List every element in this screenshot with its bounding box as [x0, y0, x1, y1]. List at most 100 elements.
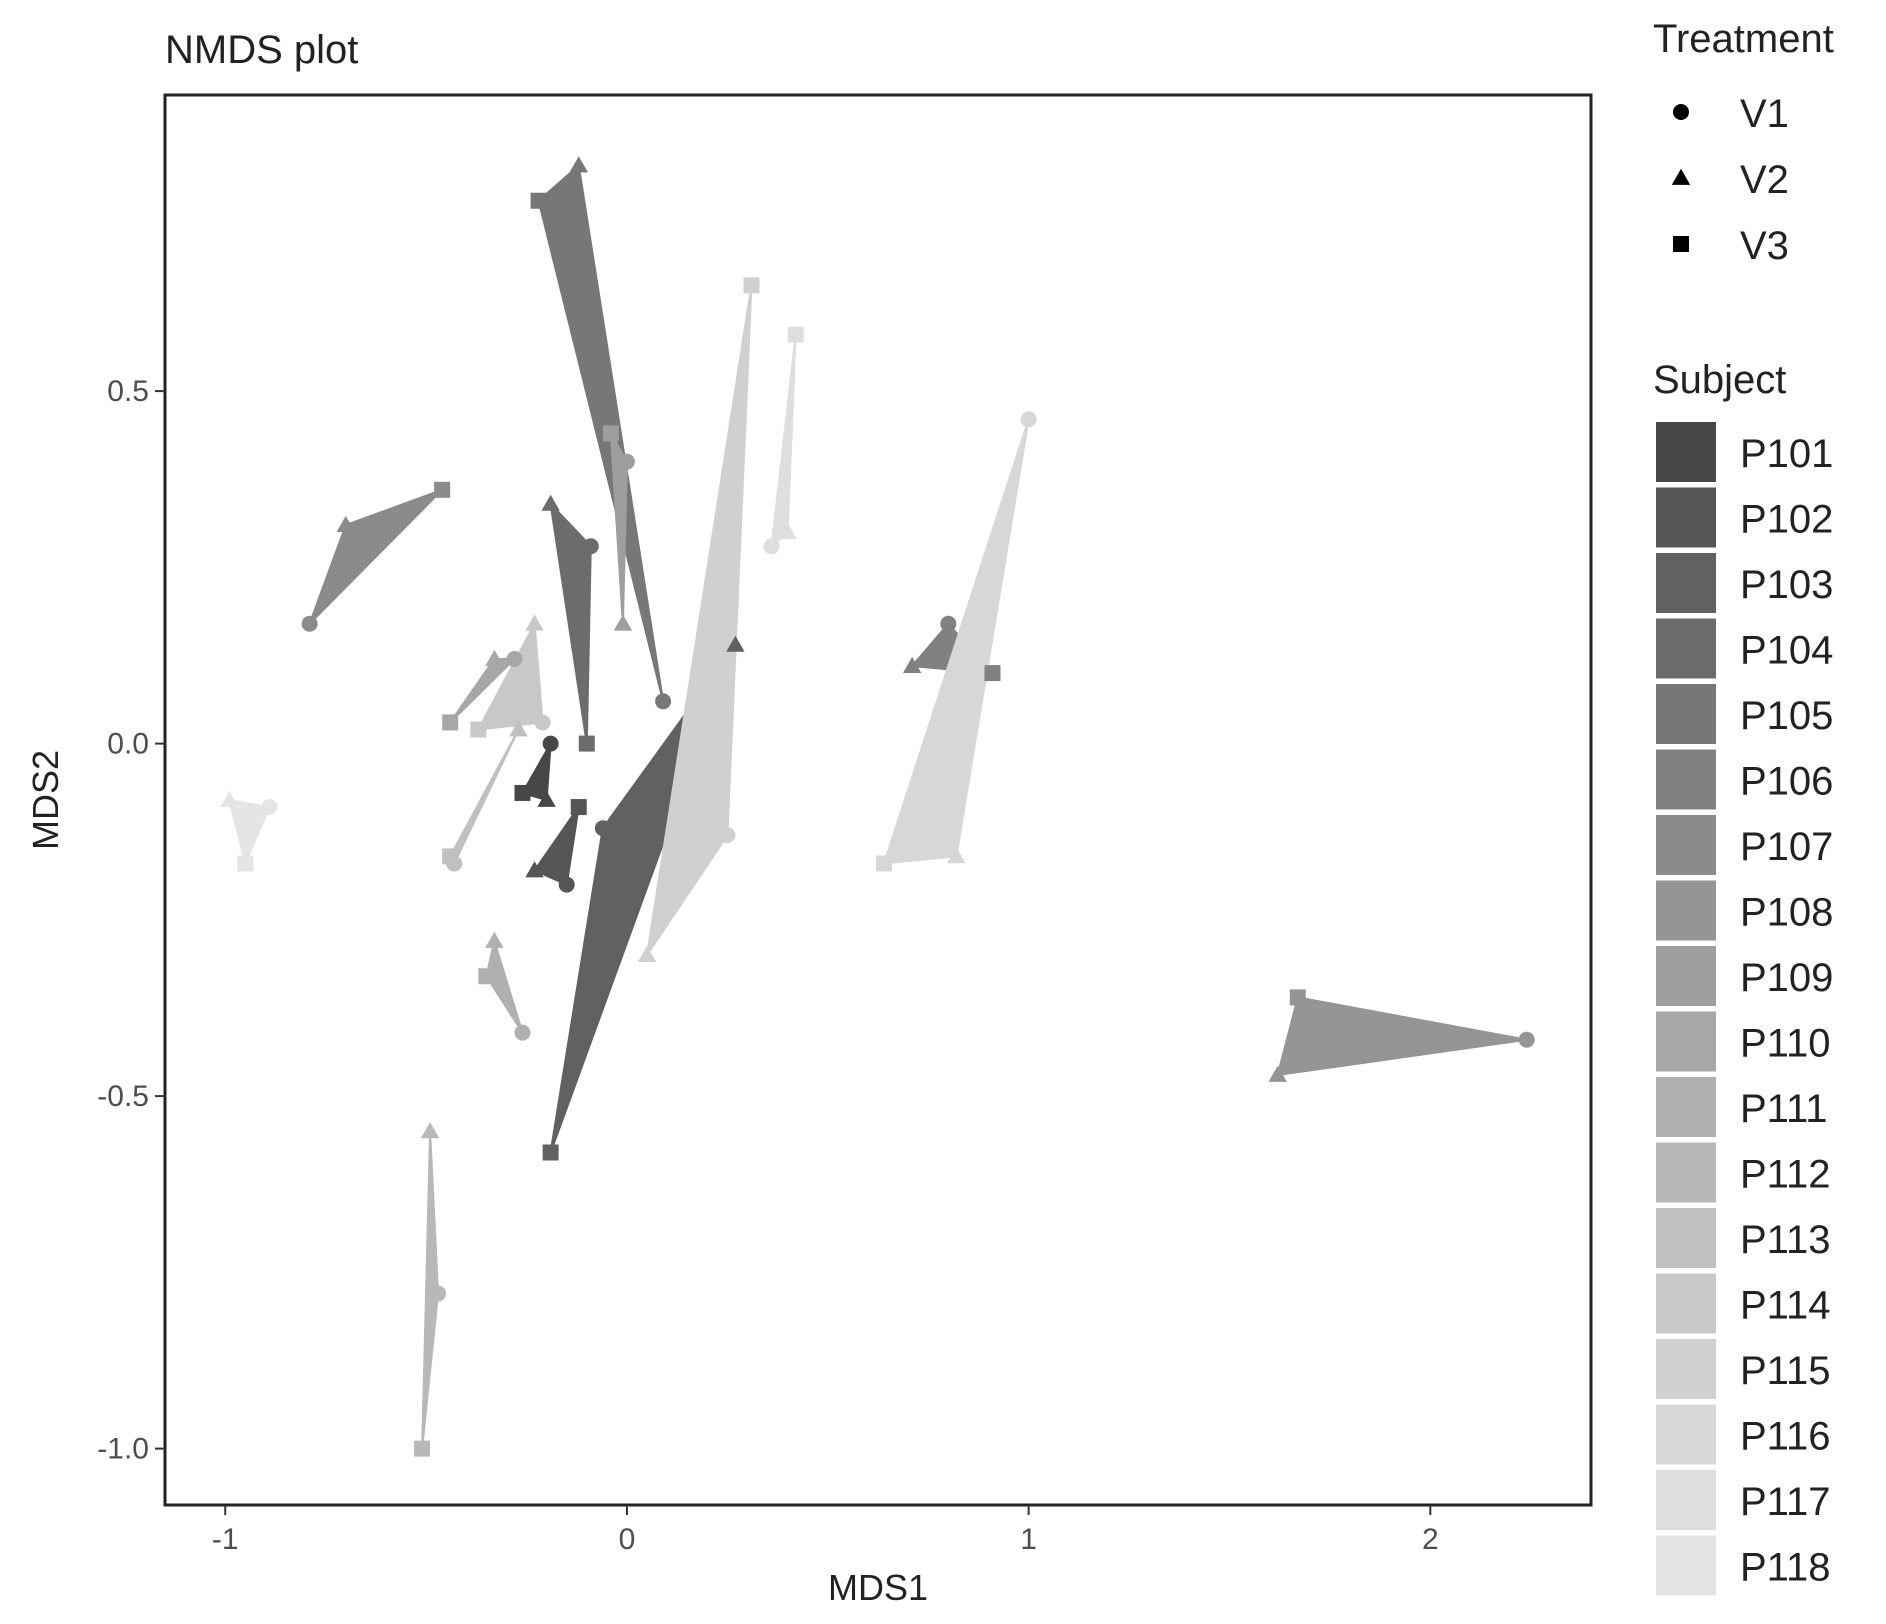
y-tick-label: -1.0	[97, 1433, 149, 1466]
subject-legend-title: Subject	[1653, 358, 1786, 402]
point-p111-v3	[478, 968, 495, 985]
point-p108-v3	[1289, 989, 1306, 1006]
treatment-legend-label: V1	[1740, 92, 1789, 136]
subject-legend-label: P115	[1740, 1349, 1830, 1393]
point-p109-v1	[618, 453, 635, 470]
point-p109-v2	[613, 614, 633, 631]
point-p104-v2	[541, 494, 560, 511]
hull-p118	[228, 799, 271, 865]
subject-legend-label: P112	[1740, 1153, 1830, 1197]
legend-swatch-p110	[1656, 1011, 1716, 1072]
hull-p115	[646, 284, 753, 957]
point-p102-v3	[570, 799, 587, 816]
point-p106-v1	[940, 615, 957, 632]
point-p114-v1	[534, 714, 551, 731]
point-p112-v2	[420, 1122, 440, 1139]
subject-legend-label: P101	[1740, 432, 1833, 476]
point-p116-v3	[876, 855, 893, 872]
subject-legend-label: P117	[1740, 1480, 1830, 1524]
legend-swatch-p108	[1656, 880, 1716, 941]
hull-p114	[477, 622, 544, 731]
point-p103-v3	[542, 1144, 559, 1161]
point-p105-v1	[655, 693, 672, 710]
hull-p111	[485, 940, 524, 1034]
legend-swatch-p112	[1656, 1142, 1716, 1203]
point-p107-v2	[336, 515, 355, 532]
point-p106-v3	[984, 665, 1001, 682]
data-points	[220, 156, 1535, 1457]
y-tick-label: 0.0	[107, 728, 149, 761]
hull-p105	[537, 164, 665, 703]
hull-p116	[883, 418, 1030, 865]
hull-p103	[549, 643, 737, 1154]
hull-p109	[609, 432, 628, 625]
x-tick-label: 1	[1020, 1523, 1037, 1556]
point-p115-v2	[637, 945, 657, 962]
subject-hulls	[228, 164, 1528, 1450]
point-p102-v2	[525, 861, 544, 878]
point-p118-v1	[261, 799, 278, 816]
plot-panel-border	[163, 93, 1593, 1507]
legend-square-icon	[1673, 236, 1689, 252]
point-p108-v2	[1268, 1065, 1287, 1082]
point-p114-v2	[525, 614, 544, 631]
legend-swatch-p107	[1656, 815, 1716, 875]
point-p118-v3	[237, 855, 254, 872]
subject-legend-label: P114	[1740, 1284, 1830, 1328]
point-p101-v3	[514, 784, 531, 801]
treatment-legend-title: Treatment	[1653, 17, 1834, 61]
point-p107-v3	[434, 481, 451, 498]
subject-legend-label: P107	[1740, 825, 1833, 869]
x-axis-ticks: -1 0 1 2	[212, 1505, 1439, 1556]
x-tick-label: 2	[1422, 1523, 1439, 1556]
point-p104-v1	[582, 538, 599, 555]
point-p110-v2	[485, 649, 504, 666]
chart-title: NMDS plot	[165, 28, 358, 72]
point-p107-v1	[301, 615, 318, 632]
point-p117-v3	[787, 326, 804, 343]
point-p117-v1	[763, 538, 780, 555]
hull-p104	[549, 502, 592, 745]
hull-p108	[1276, 996, 1528, 1076]
subject-legend-label: P103	[1740, 563, 1833, 607]
subject-legend-label: P104	[1740, 629, 1833, 673]
legend-swatch-p106	[1656, 749, 1716, 810]
subject-legend-label: P111	[1740, 1087, 1827, 1131]
point-p115-v1	[719, 827, 736, 844]
y-axis-ticks: -1.0 -0.5 0.0 0.5	[97, 375, 165, 1466]
legend-triangle-icon	[1671, 168, 1691, 185]
point-p103-v2	[726, 635, 745, 652]
legend-swatch-p114	[1656, 1273, 1716, 1334]
point-p104-v3	[578, 735, 595, 752]
subject-legend-label: P118	[1740, 1546, 1830, 1590]
point-p110-v1	[506, 651, 523, 667]
hull-p117	[770, 333, 797, 548]
point-p101-v2	[537, 790, 556, 807]
x-axis-label: MDS1	[828, 1567, 928, 1608]
legend-swatch-p117	[1656, 1470, 1716, 1530]
treatment-legend-label: V2	[1740, 158, 1789, 202]
point-p108-v1	[1518, 1031, 1535, 1048]
x-tick-label: 0	[619, 1523, 636, 1556]
subject-legend-label: P109	[1740, 956, 1833, 1000]
legend-circle-icon	[1673, 104, 1689, 120]
legend-swatch-p104	[1656, 618, 1716, 679]
hull-p107	[308, 488, 444, 625]
point-p118-v2	[220, 790, 239, 807]
subject-legend-label: P113	[1740, 1218, 1830, 1262]
legend-swatch-p113	[1656, 1208, 1716, 1268]
treatment-legend-label: V3	[1740, 224, 1789, 268]
hull-p110	[449, 658, 516, 724]
y-axis-label: MDS2	[25, 750, 66, 850]
point-p103-v1	[594, 820, 611, 837]
subject-legend-label: P105	[1740, 694, 1833, 738]
legend-swatch-p111	[1656, 1077, 1716, 1137]
point-p115-v3	[743, 277, 760, 294]
hull-p102	[533, 806, 580, 886]
hull-p112	[421, 1130, 440, 1450]
legend-swatch-p103	[1656, 553, 1716, 613]
point-p113-v3	[442, 848, 459, 865]
legend-swatch-p115	[1656, 1339, 1716, 1399]
point-p105-v2	[569, 156, 588, 173]
